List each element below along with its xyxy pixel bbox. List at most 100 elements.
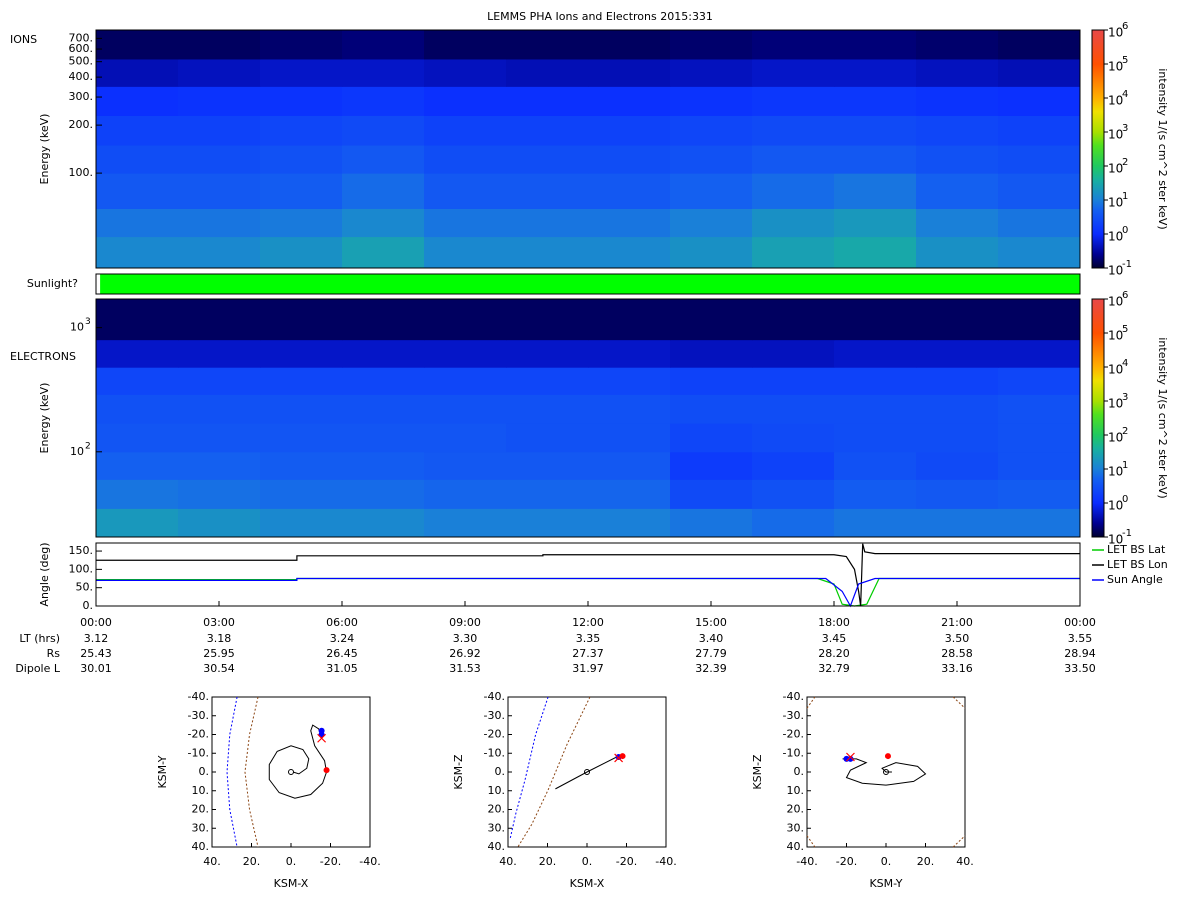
x-tick-label: 00:00 <box>80 616 112 629</box>
y-tick-label: -40. <box>188 690 209 703</box>
heatmap-cell <box>998 299 1081 341</box>
ephemeris-value: 25.95 <box>203 647 235 660</box>
heatmap-cell <box>916 299 999 341</box>
heatmap-cell <box>506 339 589 368</box>
heatmap-cell <box>178 173 261 209</box>
ephemeris-value: 30.01 <box>80 662 112 675</box>
status-span <box>100 274 1081 294</box>
y-tick-label: 30. <box>787 821 805 834</box>
colorbar-tick-exponent: 4 <box>1122 358 1128 369</box>
x-tick-label: 15:00 <box>695 616 727 629</box>
heatmap-cell <box>260 58 343 87</box>
heatmap-cell <box>916 145 999 174</box>
ephemeris-value: 3.35 <box>576 632 601 645</box>
legend-label: Sun Angle <box>1107 573 1163 586</box>
heatmap-cell <box>752 479 835 509</box>
heatmap-cell <box>506 236 589 269</box>
heatmap-cell <box>424 451 507 480</box>
panel-label: ELECTRONS <box>10 350 76 363</box>
heatmap-cell <box>752 58 835 87</box>
heatmap-cell <box>96 236 179 269</box>
heatmap-cell <box>178 367 261 395</box>
heatmap-cell <box>342 394 425 424</box>
plot-frame <box>95 273 1081 295</box>
heatmap-cell <box>424 208 507 238</box>
heatmap-cell <box>424 299 507 341</box>
colorbar-tick-exponent: 6 <box>1122 21 1128 32</box>
heatmap-cell <box>96 299 179 341</box>
heatmap-cell <box>96 479 179 509</box>
figure-title: LEMMS PHA Ions and Electrons 2015:331 <box>487 10 713 23</box>
y-tick-label: 20. <box>787 803 805 816</box>
heatmap-cell <box>178 115 261 146</box>
heatmap-cell <box>506 479 589 509</box>
y-tick-label: 50. <box>76 581 94 594</box>
heatmap-cell <box>178 86 261 116</box>
x-tick-label: -20. <box>836 855 857 868</box>
heatmap-cell <box>588 451 671 480</box>
heatmap-cell <box>752 299 835 341</box>
colorbar-tick-exponent: 2 <box>1122 157 1128 168</box>
x-tick-label: 0. <box>582 855 593 868</box>
planet-marker <box>584 769 590 775</box>
heatmap-cell <box>260 86 343 116</box>
y-tick-label: 400. <box>69 70 94 83</box>
heatmap-cell <box>96 86 179 116</box>
ephemeris-label: Rs <box>47 647 61 660</box>
ephemeris-value: 32.39 <box>695 662 727 675</box>
heatmap-cell <box>96 145 179 174</box>
y-tick-label: 40. <box>192 840 210 853</box>
y-tick-label: 100. <box>69 562 94 575</box>
heatmap-cell <box>998 451 1081 480</box>
heatmap-cell <box>96 367 179 395</box>
colorbar-tick-exponent: -1 <box>1122 259 1132 270</box>
boundary-line <box>517 696 591 848</box>
heatmap-cell <box>588 367 671 395</box>
heatmap-cell <box>588 339 671 368</box>
heatmap-cell <box>834 451 917 480</box>
heatmap-cell <box>424 423 507 453</box>
heatmap-cell <box>752 86 835 116</box>
colorbar-tick-exponent: 1 <box>1122 460 1128 471</box>
heatmap-cell <box>670 299 753 341</box>
heatmap-cell <box>424 367 507 395</box>
x-tick-label: -40. <box>359 855 380 868</box>
x-tick-label: -20. <box>616 855 637 868</box>
heatmap-cell <box>916 58 999 87</box>
y-tick-label: -30. <box>783 709 804 722</box>
y-tick-label: -10. <box>484 746 505 759</box>
heatmap-cell <box>670 367 753 395</box>
heatmap-cell <box>588 30 671 60</box>
ephemeris-value: 3.18 <box>207 632 232 645</box>
y-tick-exponent: 2 <box>85 441 91 451</box>
ephemeris-value: 31.05 <box>326 662 358 675</box>
heatmap-cell <box>752 208 835 238</box>
heatmap-cell <box>998 58 1081 87</box>
series-line <box>96 577 1080 608</box>
heatmap-cell <box>998 339 1081 368</box>
y-tick-label: 150. <box>69 544 94 557</box>
ephemeris-value: 32.79 <box>818 662 850 675</box>
heatmap-cell <box>260 208 343 238</box>
y-tick-label: 40. <box>488 840 506 853</box>
heatmap-cell <box>342 508 425 538</box>
plot-frame <box>95 542 1081 607</box>
y-tick-label: 200. <box>69 118 94 131</box>
heatmap-cell <box>588 208 671 238</box>
y-tick-label: 30. <box>488 821 506 834</box>
y-tick-label: -10. <box>783 746 804 759</box>
ephemeris-value: 3.50 <box>945 632 970 645</box>
x-tick-label: 20. <box>917 855 935 868</box>
heatmap-cell <box>834 145 917 174</box>
heatmap-cell <box>752 236 835 269</box>
heatmap-cell <box>96 208 179 238</box>
heatmap-cell <box>588 299 671 341</box>
heatmap-cell <box>752 394 835 424</box>
x-tick-label: 12:00 <box>572 616 604 629</box>
heatmap-cell <box>998 173 1081 209</box>
heatmap-cell <box>342 173 425 209</box>
boundary-line <box>806 696 816 709</box>
x-tick-label: 09:00 <box>449 616 481 629</box>
trajectory <box>268 724 328 799</box>
